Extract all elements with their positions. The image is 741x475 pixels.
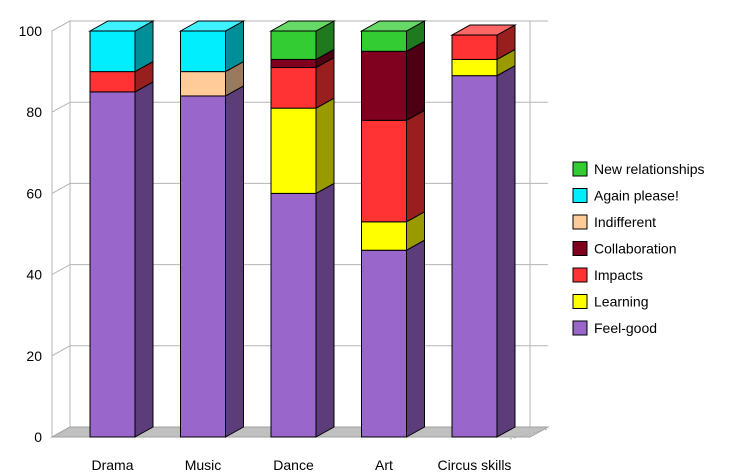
bar-side: [315, 182, 335, 438]
bar-segment: [89, 20, 154, 73]
bar-front: [270, 192, 317, 438]
bar-side: [406, 109, 425, 223]
y-tick-label: 0: [34, 429, 42, 445]
bar-front: [361, 30, 407, 52]
bar-front: [451, 58, 498, 77]
legend-swatch: [572, 188, 588, 203]
bar-front: [180, 71, 226, 97]
bar-front: [180, 95, 226, 438]
bar-segment: [180, 20, 244, 73]
bar-side: [315, 97, 335, 195]
legend-item: Again please!: [572, 188, 679, 204]
x-tick-label: Circus skills: [438, 457, 512, 473]
x-tick-label: Art: [375, 457, 393, 473]
bar-segment: [361, 239, 425, 438]
bar-top: [178, 20, 246, 32]
x-axis: Drama Music Dance Art Circus skills: [91, 457, 511, 473]
bar-front: [89, 71, 136, 93]
legend-label: New relationships: [594, 161, 705, 177]
legend-swatch: [572, 161, 588, 177]
bar-side: [496, 64, 516, 438]
bar-segment: [89, 81, 154, 438]
y-tick-label: 60: [26, 185, 42, 201]
bar-front: [451, 75, 498, 438]
bar-front: [361, 221, 407, 251]
legend-label: Indifferent: [594, 214, 656, 230]
legend-label: Impacts: [594, 267, 643, 283]
legend-label: Feel-good: [594, 320, 657, 336]
bar-front: [451, 34, 498, 60]
legend: New relationships Again please! Indifferen…: [572, 161, 705, 336]
bar-top: [88, 20, 155, 32]
legend-item: Impacts: [572, 267, 643, 283]
bar-segment: [451, 24, 516, 61]
bar-segment: [270, 56, 335, 109]
bar-side: [134, 81, 154, 438]
bar-front: [270, 67, 317, 109]
y-tick-label: 40: [26, 267, 42, 283]
bar-front: [89, 91, 136, 438]
bar-segment: [180, 60, 244, 97]
legend-swatch: [572, 320, 588, 336]
bar-segment: [270, 97, 335, 195]
x-tick-label: Music: [185, 457, 222, 473]
bar-segment: [361, 109, 425, 223]
bar-top: [269, 20, 336, 32]
bar-front: [180, 30, 226, 73]
bar-segment: [180, 85, 244, 438]
bar-front: [270, 58, 317, 69]
side-wall: [51, 20, 71, 438]
legend-label: Learning: [594, 294, 649, 310]
legend-item: Feel-good: [572, 320, 657, 336]
bars: [88, 20, 517, 438]
legend-item: New relationships: [572, 161, 705, 177]
bar-side: [406, 239, 425, 438]
y-axis: 0 20 40 60 80 100: [19, 23, 43, 445]
bar-segment: [361, 40, 425, 122]
legend-label: Collaboration: [594, 241, 677, 257]
floor-edge: [509, 428, 549, 440]
y-tick-label: 100: [19, 23, 43, 39]
bar-front: [361, 119, 407, 223]
bar-front: [89, 30, 136, 73]
legend-swatch: [572, 294, 588, 309]
bar-side: [406, 40, 425, 122]
bar-top: [359, 20, 427, 32]
legend-item: Learning: [572, 294, 649, 310]
bar-side: [225, 85, 244, 438]
y-tick-label: 80: [26, 104, 42, 120]
bar-segment: [89, 60, 154, 93]
x-tick-label: Drama: [91, 457, 133, 473]
bar-segment: [270, 20, 335, 61]
legend-swatch: [572, 267, 588, 283]
legend-swatch: [572, 241, 588, 256]
bar-front: [361, 249, 407, 438]
y-tick-label: 20: [26, 348, 42, 364]
legend-item: Collaboration: [572, 241, 677, 257]
bar-top: [450, 24, 517, 36]
bar-front: [361, 50, 407, 121]
bar-front: [270, 30, 317, 60]
bar-segment: [451, 64, 516, 438]
bar-segment: [270, 182, 335, 438]
x-tick-label: Dance: [273, 457, 314, 473]
legend-swatch: [572, 214, 588, 230]
legend-label: Again please!: [594, 188, 679, 204]
legend-item: Indifferent: [572, 214, 656, 230]
bar-front: [270, 107, 317, 194]
